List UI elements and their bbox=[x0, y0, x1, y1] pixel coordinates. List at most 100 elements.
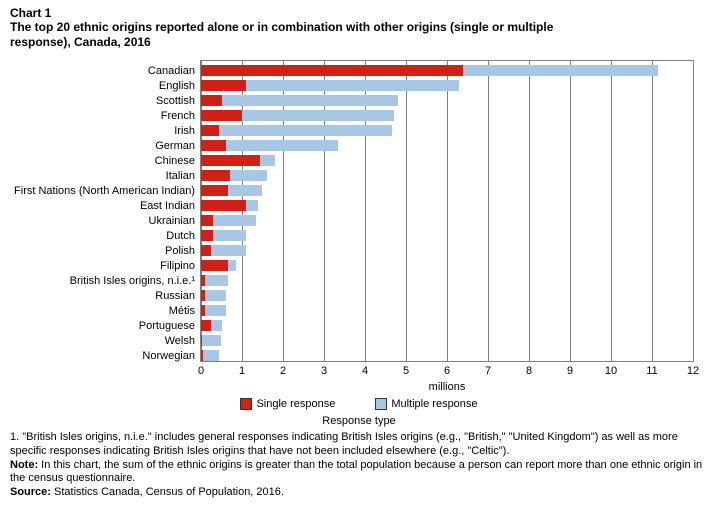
bar-row: Russian bbox=[201, 290, 693, 301]
bar-row: Scottish bbox=[201, 95, 693, 106]
bar-row: First Nations (North American Indian) bbox=[201, 185, 693, 196]
x-tick-label: 0 bbox=[198, 365, 204, 377]
category-label: Irish bbox=[174, 125, 195, 137]
x-tick-label: 12 bbox=[687, 365, 699, 377]
category-label: Scottish bbox=[156, 95, 195, 107]
x-tick-label: 1 bbox=[239, 365, 245, 377]
gridline bbox=[324, 61, 325, 361]
bar-segment-multiple bbox=[213, 230, 246, 241]
bar-segment-single bbox=[201, 110, 242, 121]
x-tick-label: 7 bbox=[485, 365, 491, 377]
x-tick-label: 10 bbox=[605, 365, 617, 377]
category-label: Canadian bbox=[148, 65, 195, 77]
bar-segment-multiple bbox=[222, 95, 398, 106]
bar-segment-single bbox=[201, 170, 230, 181]
gridline bbox=[201, 61, 202, 361]
bar-segment-single bbox=[201, 125, 219, 136]
footnote-1: 1. "British Isles origins, n.i.e." inclu… bbox=[10, 431, 708, 459]
gridline bbox=[529, 61, 530, 361]
bar-segment-multiple bbox=[260, 155, 274, 166]
bar-segment-single bbox=[201, 200, 246, 211]
bar-row: Welsh bbox=[201, 335, 693, 346]
bar-segment-multiple bbox=[219, 125, 391, 136]
x-tick-label: 2 bbox=[280, 365, 286, 377]
bar-segment-multiple bbox=[205, 275, 228, 286]
gridline bbox=[242, 61, 243, 361]
bar-segment-multiple bbox=[246, 200, 258, 211]
bar-segment-multiple bbox=[228, 260, 236, 271]
bar-row: Métis bbox=[201, 305, 693, 316]
bar-row: English bbox=[201, 80, 693, 91]
gridline bbox=[570, 61, 571, 361]
category-label: German bbox=[155, 140, 195, 152]
chart-area: millions 0123456789101112CanadianEnglish… bbox=[10, 56, 708, 396]
source-text: Statistics Canada, Census of Population,… bbox=[51, 486, 284, 498]
bar-segment-multiple bbox=[226, 140, 339, 151]
legend-label: Multiple response bbox=[391, 398, 477, 410]
bar-row: Ukrainian bbox=[201, 215, 693, 226]
gridline bbox=[447, 61, 448, 361]
bar-row: French bbox=[201, 110, 693, 121]
bar-segment-multiple bbox=[211, 320, 221, 331]
x-tick-label: 6 bbox=[444, 365, 450, 377]
category-label: First Nations (North American Indian) bbox=[14, 185, 195, 197]
legend: Single response Multiple response Respons… bbox=[0, 398, 718, 427]
bar-segment-single bbox=[201, 230, 213, 241]
bar-segment-single bbox=[201, 260, 228, 271]
bar-segment-single bbox=[201, 215, 213, 226]
gridline bbox=[488, 61, 489, 361]
x-tick-label: 4 bbox=[362, 365, 368, 377]
bar-segment-single bbox=[201, 185, 228, 196]
bar-segment-multiple bbox=[202, 335, 220, 346]
bar-segment-multiple bbox=[205, 305, 226, 316]
footnote-source: Source: Statistics Canada, Census of Pop… bbox=[10, 486, 708, 500]
bar-segment-single bbox=[201, 140, 226, 151]
bar-segment-single bbox=[201, 65, 463, 76]
bar-row: Norwegian bbox=[201, 350, 693, 361]
x-tick-label: 11 bbox=[646, 365, 657, 377]
bar-row: Italian bbox=[201, 170, 693, 181]
bar-segment-multiple bbox=[211, 245, 246, 256]
bar-row: East Indian bbox=[201, 200, 693, 211]
gridline bbox=[365, 61, 366, 361]
bar-row: Chinese bbox=[201, 155, 693, 166]
footnotes: 1. "British Isles origins, n.i.e." inclu… bbox=[0, 427, 718, 500]
bar-row: Canadian bbox=[201, 65, 693, 76]
gridline bbox=[611, 61, 612, 361]
bar-segment-multiple bbox=[230, 170, 267, 181]
bar-row: German bbox=[201, 140, 693, 151]
legend-label: Single response bbox=[256, 398, 335, 410]
bar-row: Irish bbox=[201, 125, 693, 136]
category-label: English bbox=[159, 80, 195, 92]
category-label: Italian bbox=[166, 170, 195, 182]
legend-item-multiple: Multiple response bbox=[375, 398, 477, 410]
category-label: Welsh bbox=[165, 335, 195, 347]
category-label: Chinese bbox=[155, 155, 195, 167]
bar-segment-multiple bbox=[213, 215, 256, 226]
legend-item-single: Single response bbox=[240, 398, 335, 410]
title-block: Chart 1 The top 20 ethnic origins report… bbox=[0, 0, 718, 52]
note-label: Note: bbox=[10, 459, 38, 471]
bar-segment-single bbox=[201, 80, 246, 91]
category-label: Ukrainian bbox=[149, 215, 195, 227]
category-label: Filipino bbox=[160, 260, 195, 272]
category-label: Polish bbox=[165, 245, 195, 257]
category-label: East Indian bbox=[140, 200, 195, 212]
category-label: Norwegian bbox=[142, 350, 195, 362]
bar-segment-multiple bbox=[205, 290, 226, 301]
x-axis-label: millions bbox=[429, 381, 466, 393]
x-tick-label: 9 bbox=[567, 365, 573, 377]
category-label: Russian bbox=[155, 290, 195, 302]
gridline bbox=[693, 61, 694, 361]
bar-segment-multiple bbox=[228, 185, 263, 196]
source-label: Source: bbox=[10, 486, 51, 498]
footnote-note: Note: In this chart, the sum of the ethn… bbox=[10, 459, 708, 487]
bar-segment-multiple bbox=[463, 65, 658, 76]
bar-segment-multiple bbox=[246, 80, 459, 91]
category-label: British Isles origins, n.i.e.¹ bbox=[70, 275, 195, 287]
legend-title: Response type bbox=[0, 415, 718, 427]
chart-number: Chart 1 bbox=[10, 6, 708, 20]
gridline bbox=[652, 61, 653, 361]
plot-region: millions 0123456789101112CanadianEnglish… bbox=[200, 60, 694, 362]
x-tick-label: 8 bbox=[526, 365, 532, 377]
